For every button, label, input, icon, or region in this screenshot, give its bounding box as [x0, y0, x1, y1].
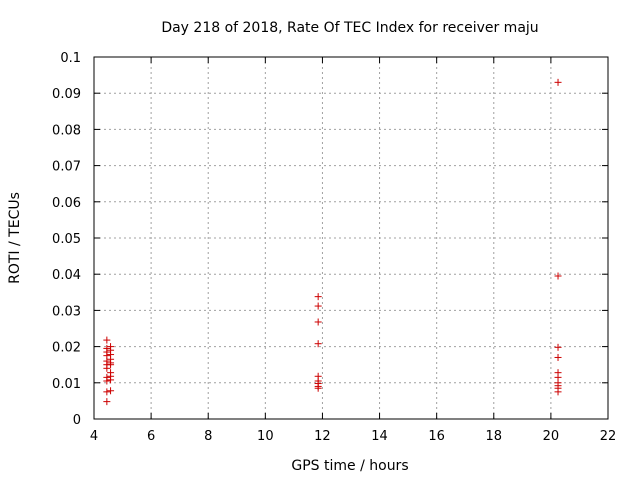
plot-frame [93, 56, 609, 420]
x-tick-label: 12 [314, 429, 331, 444]
y-tick-label: 0.09 [52, 87, 81, 102]
x-tick-label: 18 [486, 429, 503, 444]
data-point [103, 388, 111, 396]
y-tick-label: 0.02 [52, 341, 81, 356]
chart-title: Day 218 of 2018, Rate Of TEC Index for r… [161, 20, 538, 36]
y-tick-label: 0.1 [60, 51, 81, 66]
data-point [314, 293, 322, 301]
data-point [314, 340, 322, 348]
grid-lines [94, 57, 608, 419]
data-point [314, 384, 322, 392]
y-tick-label: 0.01 [52, 377, 81, 392]
data-point [103, 398, 111, 406]
data-point [554, 353, 562, 361]
data-point [554, 78, 562, 86]
x-tick-label: 10 [257, 429, 274, 444]
x-axis-tick-labels: 4 6 8 10 12 14 16 18 20 22 [90, 429, 616, 444]
x-tick-label: 20 [543, 429, 560, 444]
y-tick-label: 0.06 [52, 196, 81, 211]
x-tick-label: 6 [147, 429, 155, 444]
x-tick-label: 16 [428, 429, 445, 444]
x-tick-label: 8 [204, 429, 212, 444]
data-point [103, 336, 111, 344]
data-point [107, 387, 115, 395]
data-point [554, 388, 562, 396]
data-point [107, 376, 115, 384]
y-tick-label: 0.08 [52, 123, 81, 138]
data-point [554, 272, 562, 280]
x-tick-label: 4 [90, 429, 98, 444]
data-point [107, 361, 115, 369]
x-tick-label: 22 [600, 429, 617, 444]
data-point [314, 302, 322, 310]
data-point [103, 364, 111, 372]
data-point [554, 343, 562, 351]
data-point [103, 377, 111, 385]
y-axis-label: ROTI / TECUs [7, 192, 23, 284]
x-axis-label: GPS time / hours [291, 458, 408, 474]
y-tick-label: 0.04 [52, 268, 81, 283]
data-points [103, 78, 562, 406]
tick-marks [93, 56, 609, 420]
y-tick-label: 0.03 [52, 304, 81, 319]
y-tick-label: 0.07 [52, 160, 81, 175]
y-tick-label: 0.05 [52, 232, 81, 247]
y-tick-label: 0 [73, 413, 81, 428]
y-axis-tick-labels: 0 0.01 0.02 0.03 0.04 0.05 0.06 0.07 0.08 0.09 0.1 [52, 51, 81, 428]
data-point [314, 318, 322, 326]
x-tick-label: 14 [371, 429, 388, 444]
